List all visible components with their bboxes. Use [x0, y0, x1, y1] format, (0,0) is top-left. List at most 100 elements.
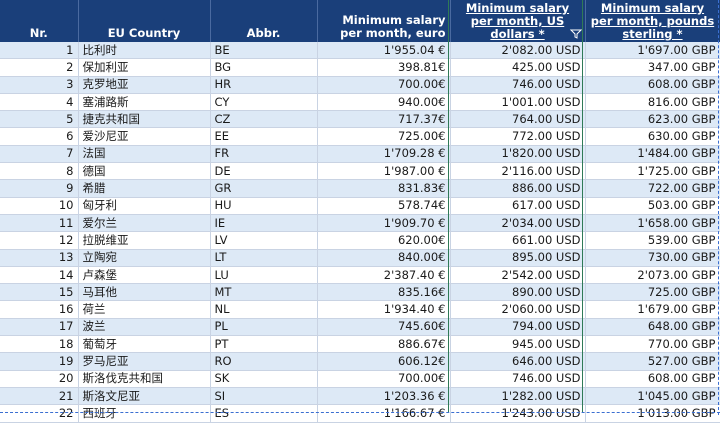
cell-country[interactable]: 塞浦路斯: [78, 93, 211, 112]
cell-gbp[interactable]: 816.00 GBP: [585, 93, 720, 112]
cell-abbr[interactable]: HR: [210, 76, 318, 94]
cell-eur[interactable]: 831.83€: [317, 179, 451, 198]
cell-country[interactable]: 克罗地亚: [78, 76, 211, 94]
cell-nr[interactable]: 22: [0, 404, 79, 423]
cell-gbp[interactable]: 1'484.00 GBP: [585, 145, 720, 164]
cell-nr[interactable]: 3: [0, 76, 79, 94]
cell-usd[interactable]: 2'116.00 USD: [449, 162, 586, 181]
cell-nr[interactable]: 17: [0, 318, 79, 337]
cell-usd[interactable]: 617.00 USD: [449, 197, 586, 215]
cell-nr[interactable]: 16: [0, 300, 79, 319]
cell-nr[interactable]: 8: [0, 162, 79, 181]
cell-eur[interactable]: 840.00€: [317, 249, 451, 267]
cell-usd[interactable]: 1'001.00 USD: [449, 93, 586, 112]
cell-gbp[interactable]: 623.00 GBP: [585, 110, 720, 129]
cell-abbr[interactable]: CY: [210, 93, 318, 112]
cell-gbp[interactable]: 1'658.00 GBP: [585, 214, 720, 233]
header-usd[interactable]: Minimum salary per month, US dollars *: [449, 0, 586, 42]
cell-nr[interactable]: 9: [0, 179, 79, 198]
cell-country[interactable]: 爱尔兰: [78, 214, 211, 233]
cell-nr[interactable]: 20: [0, 370, 79, 388]
cell-country[interactable]: 西班牙: [78, 404, 211, 423]
cell-eur[interactable]: 1'709.28 €: [317, 145, 451, 164]
cell-country[interactable]: 斯洛文尼亚: [78, 387, 211, 406]
cell-abbr[interactable]: RO: [210, 352, 318, 371]
cell-gbp[interactable]: 722.00 GBP: [585, 179, 720, 198]
cell-gbp[interactable]: 1'697.00 GBP: [585, 42, 720, 60]
cell-country[interactable]: 斯洛伐克共和国: [78, 370, 211, 388]
cell-gbp[interactable]: 608.00 GBP: [585, 76, 720, 94]
cell-gbp[interactable]: 503.00 GBP: [585, 197, 720, 215]
cell-eur[interactable]: 1'203.36 €: [317, 387, 451, 406]
cell-usd[interactable]: 764.00 USD: [449, 110, 586, 129]
cell-nr[interactable]: 1: [0, 42, 79, 60]
cell-abbr[interactable]: BE: [210, 42, 318, 60]
cell-country[interactable]: 荷兰: [78, 300, 211, 319]
cell-country[interactable]: 爱沙尼亚: [78, 127, 211, 146]
cell-usd[interactable]: 1'282.00 USD: [449, 387, 586, 406]
cell-abbr[interactable]: SI: [210, 387, 318, 406]
header-eur[interactable]: Minimum salary per month, euro: [317, 0, 451, 42]
cell-usd[interactable]: 890.00 USD: [449, 283, 586, 302]
cell-abbr[interactable]: BG: [210, 58, 318, 77]
cell-nr[interactable]: 4: [0, 93, 79, 112]
cell-usd[interactable]: 794.00 USD: [449, 318, 586, 337]
cell-abbr[interactable]: LV: [210, 231, 318, 250]
cell-abbr[interactable]: PT: [210, 335, 318, 354]
header-country[interactable]: EU Country: [78, 0, 211, 42]
cell-eur[interactable]: 1'955.04 €: [317, 42, 451, 60]
cell-gbp[interactable]: 730.00 GBP: [585, 249, 720, 267]
cell-usd[interactable]: 2'034.00 USD: [449, 214, 586, 233]
cell-abbr[interactable]: IE: [210, 214, 318, 233]
cell-usd[interactable]: 746.00 USD: [449, 370, 586, 388]
cell-eur[interactable]: 1'987.00 €: [317, 162, 451, 181]
cell-eur[interactable]: 700.00€: [317, 370, 451, 388]
cell-nr[interactable]: 12: [0, 231, 79, 250]
cell-abbr[interactable]: EE: [210, 127, 318, 146]
cell-usd[interactable]: 2'082.00 USD: [449, 42, 586, 60]
cell-eur[interactable]: 940.00€: [317, 93, 451, 112]
cell-eur[interactable]: 1'166.67 €: [317, 404, 451, 423]
cell-eur[interactable]: 886.67€: [317, 335, 451, 354]
cell-country[interactable]: 罗马尼亚: [78, 352, 211, 371]
cell-gbp[interactable]: 648.00 GBP: [585, 318, 720, 337]
cell-gbp[interactable]: 630.00 GBP: [585, 127, 720, 146]
cell-country[interactable]: 德国: [78, 162, 211, 181]
header-nr[interactable]: Nr.: [0, 0, 79, 42]
cell-country[interactable]: 比利时: [78, 42, 211, 60]
cell-abbr[interactable]: LT: [210, 249, 318, 267]
cell-nr[interactable]: 11: [0, 214, 79, 233]
cell-usd[interactable]: 945.00 USD: [449, 335, 586, 354]
cell-gbp[interactable]: 527.00 GBP: [585, 352, 720, 371]
cell-usd[interactable]: 646.00 USD: [449, 352, 586, 371]
cell-usd[interactable]: 1'243.00 USD: [449, 404, 586, 423]
cell-gbp[interactable]: 347.00 GBP: [585, 58, 720, 77]
cell-gbp[interactable]: 608.00 GBP: [585, 370, 720, 388]
cell-abbr[interactable]: PL: [210, 318, 318, 337]
cell-nr[interactable]: 21: [0, 387, 79, 406]
cell-usd[interactable]: 886.00 USD: [449, 179, 586, 198]
cell-eur[interactable]: 725.00€: [317, 127, 451, 146]
cell-country[interactable]: 葡萄牙: [78, 335, 211, 354]
cell-eur[interactable]: 578.74€: [317, 197, 451, 215]
cell-abbr[interactable]: FR: [210, 145, 318, 164]
cell-eur[interactable]: 606.12€: [317, 352, 451, 371]
cell-eur[interactable]: 717.37€: [317, 110, 451, 129]
cell-nr[interactable]: 6: [0, 127, 79, 146]
cell-gbp[interactable]: 1'045.00 GBP: [585, 387, 720, 406]
cell-abbr[interactable]: GR: [210, 179, 318, 198]
cell-gbp[interactable]: 2'073.00 GBP: [585, 266, 720, 285]
cell-nr[interactable]: 19: [0, 352, 79, 371]
cell-gbp[interactable]: 1'013.00 GBP: [585, 404, 720, 423]
cell-country[interactable]: 立陶宛: [78, 249, 211, 267]
cell-abbr[interactable]: HU: [210, 197, 318, 215]
cell-gbp[interactable]: 1'679.00 GBP: [585, 300, 720, 319]
cell-usd[interactable]: 1'820.00 USD: [449, 145, 586, 164]
cell-eur[interactable]: 2'387.40 €: [317, 266, 451, 285]
cell-gbp[interactable]: 539.00 GBP: [585, 231, 720, 250]
cell-country[interactable]: 马耳他: [78, 283, 211, 302]
cell-abbr[interactable]: MT: [210, 283, 318, 302]
cell-eur[interactable]: 700.00€: [317, 76, 451, 94]
cell-nr[interactable]: 10: [0, 197, 79, 215]
cell-usd[interactable]: 425.00 USD: [449, 58, 586, 77]
